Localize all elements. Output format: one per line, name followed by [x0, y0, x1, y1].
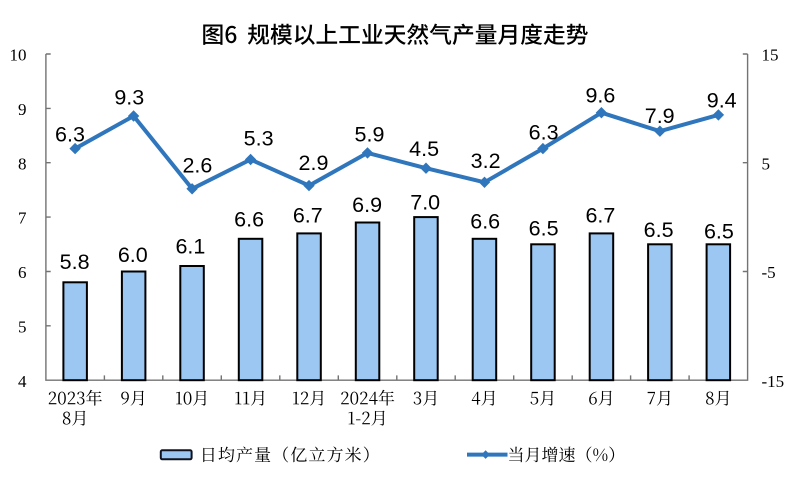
svg-text:6.7: 6.7 — [585, 204, 615, 228]
svg-text:6.9: 6.9 — [352, 193, 382, 217]
svg-text:8: 8 — [18, 154, 27, 173]
svg-text:9.3: 9.3 — [114, 86, 144, 110]
svg-text:6.5: 6.5 — [644, 218, 674, 242]
svg-text:6.5: 6.5 — [529, 217, 559, 241]
svg-text:9.4: 9.4 — [707, 89, 737, 113]
svg-text:7: 7 — [18, 209, 27, 228]
svg-text:5: 5 — [18, 317, 27, 336]
svg-text:5.3: 5.3 — [244, 127, 274, 151]
svg-text:6.3: 6.3 — [529, 121, 559, 145]
svg-text:-5: -5 — [762, 263, 776, 282]
svg-text:9.6: 9.6 — [585, 83, 615, 107]
svg-text:6.3: 6.3 — [55, 123, 85, 147]
svg-text:10: 10 — [10, 46, 27, 65]
svg-text:6.0: 6.0 — [118, 243, 148, 267]
svg-text:6.7: 6.7 — [293, 204, 323, 228]
svg-text:4: 4 — [18, 372, 27, 391]
svg-text:9: 9 — [18, 100, 27, 119]
svg-text:4.5: 4.5 — [409, 137, 439, 161]
svg-text:5: 5 — [762, 154, 771, 173]
svg-text:7.9: 7.9 — [645, 104, 675, 128]
svg-text:5.8: 5.8 — [60, 250, 90, 274]
svg-text:6: 6 — [18, 263, 27, 282]
svg-text:6.6: 6.6 — [234, 207, 264, 231]
svg-text:6.5: 6.5 — [704, 220, 734, 244]
svg-text:2.9: 2.9 — [299, 151, 329, 175]
svg-text:-15: -15 — [762, 372, 785, 391]
svg-text:15: 15 — [762, 46, 779, 65]
svg-text:3.2: 3.2 — [471, 149, 501, 173]
svg-text:5.9: 5.9 — [355, 122, 385, 146]
svg-text:6.6: 6.6 — [470, 210, 500, 234]
svg-text:2.6: 2.6 — [182, 154, 212, 178]
svg-text:6.1: 6.1 — [175, 235, 205, 259]
svg-text:7.0: 7.0 — [410, 191, 440, 215]
